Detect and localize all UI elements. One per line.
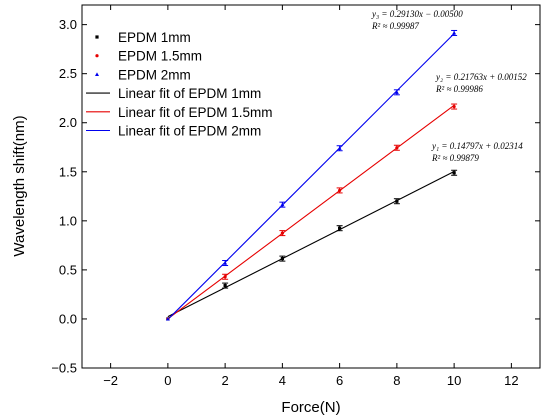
data-point: [394, 90, 399, 94]
x-tick-label: 2: [222, 373, 229, 388]
y-tick-label: 1.5: [59, 164, 77, 179]
fit-equation: y₃ = 0.29130x − 0.00500: [371, 9, 463, 19]
data-point: [452, 104, 456, 109]
legend-label: EPDM 1mm: [118, 30, 191, 45]
y-tick-label: 3.0: [59, 17, 77, 32]
fit-line: [167, 33, 455, 320]
x-tick-label: 10: [447, 373, 461, 388]
legend-label: EPDM 2mm: [118, 67, 191, 82]
y-tick-label: 2.5: [59, 66, 77, 81]
fit-r-squared: R² ≈ 0.99986: [435, 84, 483, 94]
data-point: [338, 226, 342, 230]
fit-r-squared: R² ≈ 0.99987: [371, 21, 419, 31]
fit-line: [167, 171, 455, 318]
x-axis: −2 0 2 4 6 8 10 12: [103, 5, 519, 388]
x-tick-label: 6: [336, 373, 343, 388]
legend-label: Linear fit of EPDM 1mm: [118, 86, 261, 101]
data-point: [280, 202, 285, 207]
data-point: [223, 261, 228, 265]
error-bars: [222, 29, 458, 289]
legend: EPDM 1mm EPDM 1.5mm EPDM 2mm Linear fit of …: [86, 30, 273, 139]
legend-marker: [95, 72, 99, 76]
legend-marker: [95, 35, 99, 39]
y-axis-title: Wavelength shift(nm): [11, 115, 28, 256]
x-tick-label: −2: [103, 373, 118, 388]
legend-marker: [95, 54, 99, 58]
y-tick-label: −0.5: [51, 361, 77, 376]
y-tick-label: 2.0: [59, 115, 77, 130]
fit-equations: y₁ = 0.14797x + 0.02314 R² ≈ 0.99879 y₂ = …: [371, 9, 527, 163]
data-point: [280, 257, 284, 261]
data-point: [338, 188, 342, 193]
data-point: [452, 30, 457, 35]
y-tick-label: 0.5: [59, 262, 77, 277]
data-point: [452, 171, 456, 175]
fit-equation: y₂ = 0.21763x + 0.00152: [435, 72, 527, 82]
x-tick-label: 12: [504, 373, 518, 388]
data-point: [223, 283, 227, 288]
x-tick-label: 0: [164, 373, 171, 388]
x-axis-title: Force(N): [281, 399, 340, 416]
data-point: [280, 231, 284, 235]
legend-label: Linear fit of EPDM 2mm: [118, 124, 261, 139]
data-points: [165, 30, 457, 321]
data-point: [223, 275, 227, 279]
data-point: [165, 316, 170, 321]
data-point: [337, 146, 342, 150]
y-axis: −0.5 0.0 0.5 1.0 1.5 2.0 2.5 3.0: [51, 17, 540, 376]
y-tick-label: 0.0: [59, 311, 77, 326]
data-point: [395, 199, 399, 203]
data-point: [395, 146, 399, 150]
x-tick-label: 4: [279, 373, 286, 388]
legend-label: EPDM 1.5mm: [118, 49, 202, 64]
fit-r-squared: R² ≈ 0.99879: [431, 153, 479, 163]
y-tick-label: 1.0: [59, 213, 77, 228]
fit-line: [167, 104, 455, 320]
fit-equation: y₁ = 0.14797x + 0.02314: [431, 141, 523, 151]
legend-label: Linear fit of EPDM 1.5mm: [118, 105, 273, 120]
plot-frame: [81, 4, 541, 369]
fit-lines: [167, 33, 455, 320]
x-tick-label: 8: [393, 373, 400, 388]
